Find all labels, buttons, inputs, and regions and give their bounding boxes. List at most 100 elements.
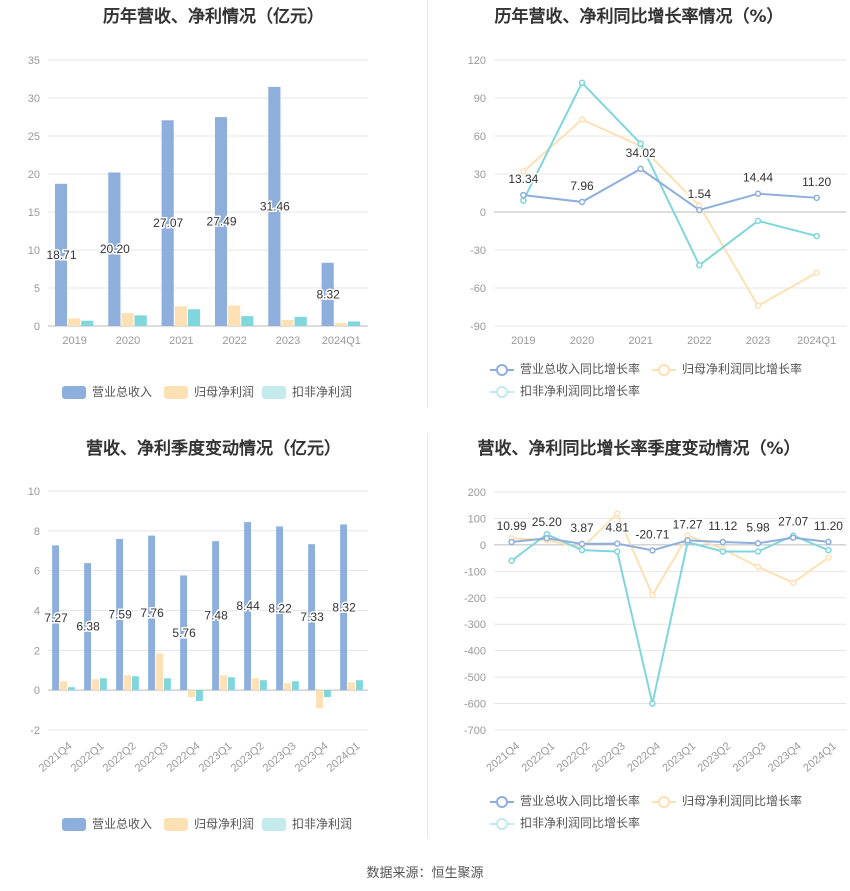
data-point bbox=[696, 206, 703, 214]
legend-item-revenue[interactable]: 营业总收入 bbox=[62, 815, 152, 832]
legend-marker bbox=[490, 363, 514, 377]
chart-title: 历年营收、净利情况（亿元） bbox=[103, 7, 324, 27]
data-point bbox=[754, 548, 762, 555]
data-point bbox=[543, 534, 551, 542]
panel-annual-revenue-profit: 历年营收、净利情况（亿元） 35 30 25 20 15 10 5 0 2019 2020 2021… bbox=[0, 0, 427, 408]
x-tick-label: 2021 bbox=[169, 335, 193, 347]
bar-deducted-profit bbox=[195, 690, 203, 702]
legend-item-revenue-growth[interactable]: 营业总收入同比增长率 bbox=[490, 360, 640, 377]
legend-marker bbox=[490, 385, 514, 399]
y-tick-label: 60 bbox=[474, 131, 486, 143]
annual-bar-chart: 35 30 25 20 15 10 5 0 2019 2020 2021 2022 2023 2024Q1… bbox=[28, 55, 368, 347]
data-point bbox=[508, 538, 515, 546]
data-point bbox=[649, 700, 656, 707]
y-tick-label: 90 bbox=[474, 93, 486, 105]
data-label: 7.96 bbox=[570, 179, 594, 193]
y-tick-label: 4 bbox=[34, 606, 40, 618]
x-tick-label: 2022Q2 bbox=[555, 740, 593, 774]
data-point bbox=[508, 557, 515, 565]
legend-item-net-growth[interactable]: 归母净利润同比增长率 bbox=[652, 360, 802, 377]
data-label: 11.20 bbox=[802, 175, 831, 189]
data-point bbox=[613, 510, 621, 517]
y-tick-label: 0 bbox=[480, 207, 486, 219]
data-label: 34.02 bbox=[626, 146, 656, 160]
quarterly-bar-chart: 1086420-22021Q42022Q12022Q22022Q32022Q42… bbox=[28, 486, 368, 775]
legend-swatch bbox=[62, 818, 86, 831]
data-point bbox=[789, 534, 797, 541]
bar-net-profit bbox=[334, 322, 347, 326]
y-tick-label: -200 bbox=[464, 593, 486, 605]
data-point bbox=[613, 548, 621, 555]
y-tick-label: 0 bbox=[34, 685, 40, 697]
data-point bbox=[813, 232, 820, 240]
legend: 营业总收入 归母净利润 扣非净利润 bbox=[0, 383, 427, 399]
legend-label: 营业总收入 bbox=[92, 385, 153, 399]
legend: 营业总收入同比增长率 归母净利润同比增长率 扣非净利润同比增长率 bbox=[428, 360, 850, 400]
data-label: 7.33 bbox=[300, 610, 324, 624]
legend-label: 扣非净利润同比增长率 bbox=[520, 816, 641, 830]
data-label: 8.32 bbox=[316, 287, 340, 301]
legend-item-net-profit[interactable]: 归母净利润 bbox=[164, 383, 254, 400]
x-tick-label: 2021Q4 bbox=[484, 740, 522, 774]
legend-item-deducted-growth[interactable]: 扣非净利润同比增长率 bbox=[490, 382, 640, 399]
data-point bbox=[520, 197, 527, 204]
y-tick-label: 10 bbox=[28, 245, 40, 257]
bar-net-profit bbox=[252, 678, 259, 691]
legend-item-net-profit[interactable]: 归母净利润 bbox=[164, 815, 254, 832]
data-label: 11.20 bbox=[814, 519, 843, 533]
legend-item-deducted-profit[interactable]: 扣非净利润 bbox=[262, 383, 352, 400]
x-tick-label: 2023 bbox=[276, 335, 300, 347]
data-label: 27.49 bbox=[206, 215, 236, 229]
y-tick-label: 5 bbox=[34, 283, 40, 295]
data-label: 20.20 bbox=[100, 242, 130, 256]
legend-item-revenue[interactable]: 营业总收入 bbox=[62, 383, 152, 400]
y-tick-label: -100 bbox=[464, 566, 486, 578]
panel-annual-growth: 历年营收、净利同比增长率情况（%） 120 90 60 30 0 -30 -60 -90 201… bbox=[428, 0, 850, 408]
data-label: 5.98 bbox=[746, 520, 770, 534]
data-point bbox=[520, 168, 527, 175]
bar-deducted-profit bbox=[187, 309, 201, 326]
legend-item-net-growth[interactable]: 归母净利润同比增长率 bbox=[652, 792, 802, 809]
quarterly-growth-line-chart: 200 100 0 -100 -200 -300 -400 -500 -600 -700 2021Q… bbox=[464, 487, 846, 775]
chart-title: 营收、净利季度变动情况（亿元） bbox=[86, 439, 341, 459]
x-tick-label: 2021Q4 bbox=[37, 740, 75, 774]
y-tick-label: -300 bbox=[464, 619, 486, 631]
legend-item-revenue-growth[interactable]: 营业总收入同比增长率 bbox=[490, 792, 640, 809]
bar-deducted-profit bbox=[259, 680, 267, 691]
x-tick-label: 2023Q3 bbox=[261, 740, 299, 774]
data-point bbox=[578, 79, 586, 87]
bar-deducted-profit bbox=[99, 678, 107, 691]
series-line-deducted-growth bbox=[510, 533, 829, 704]
bar-deducted-profit bbox=[67, 687, 75, 691]
x-tick-label: 2023 bbox=[746, 335, 770, 347]
bar-revenue bbox=[180, 575, 188, 691]
legend-label: 归母净利润 bbox=[194, 817, 255, 831]
y-tick-label: -2 bbox=[30, 725, 40, 737]
x-tick-label: 2024Q1 bbox=[325, 740, 363, 774]
legend-label: 扣非净利润同比增长率 bbox=[520, 384, 641, 398]
x-tick-label: 2023Q4 bbox=[766, 740, 804, 774]
x-tick-label: 2022Q4 bbox=[165, 740, 203, 774]
y-tick-label: -400 bbox=[464, 646, 486, 658]
x-tick-label: 2019 bbox=[62, 335, 86, 347]
bar-net-profit bbox=[174, 306, 187, 326]
bar-net-profit bbox=[284, 683, 291, 691]
bar-deducted-profit bbox=[347, 321, 361, 326]
data-point bbox=[825, 546, 832, 554]
bar-deducted-profit bbox=[294, 316, 307, 326]
y-tick-label: 2 bbox=[34, 645, 40, 657]
y-tick-label: 20 bbox=[28, 169, 40, 181]
legend-marker bbox=[652, 795, 676, 809]
x-tick-label: 2023Q4 bbox=[293, 740, 331, 774]
data-label: 8.44 bbox=[236, 599, 260, 613]
legend-item-deducted-growth[interactable]: 扣非净利润同比增长率 bbox=[490, 814, 640, 831]
data-point bbox=[578, 546, 586, 554]
data-point bbox=[520, 191, 527, 199]
data-point bbox=[649, 591, 656, 599]
legend-item-deducted-profit[interactable]: 扣非净利润 bbox=[262, 815, 352, 832]
data-label: 18.71 bbox=[46, 248, 76, 262]
x-tick-label: 2023Q1 bbox=[660, 740, 698, 774]
data-point bbox=[578, 198, 586, 206]
legend-swatch bbox=[262, 818, 286, 831]
bar-net-profit bbox=[156, 653, 163, 691]
